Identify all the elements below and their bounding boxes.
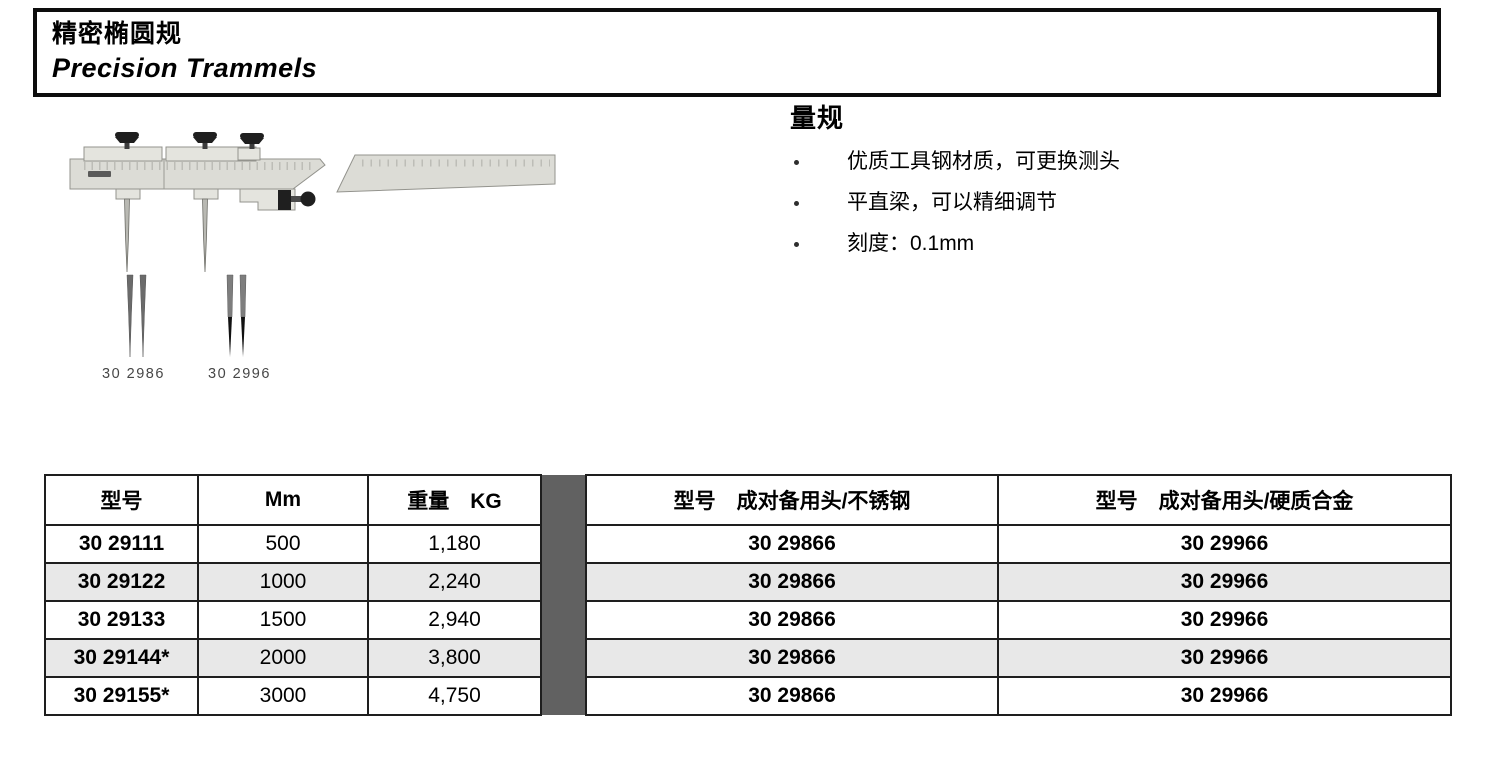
cell-spare-stainless: 30 29866: [585, 676, 999, 716]
cell-model: 30 29155*: [44, 676, 199, 716]
table-separator-column: [540, 525, 587, 563]
brand-logo-mark: [88, 171, 111, 177]
table-row: 30 29133 1500 2,940 30 29866 30 29966: [44, 600, 1452, 640]
cell-kg: 2,940: [367, 600, 542, 640]
cell-spare-carbide: 30 29966: [997, 562, 1452, 602]
list-item: 刻度：0.1mm: [790, 232, 1390, 256]
spare-tips-label-left: 30 2986: [102, 366, 165, 382]
cell-spare-carbide: 30 29966: [997, 600, 1452, 640]
page-title-zh: 精密椭圆规: [52, 20, 183, 48]
cell-spare-carbide: 30 29966: [997, 676, 1452, 716]
cell-mm: 500: [197, 524, 369, 564]
cell-model: 30 29111: [44, 524, 199, 564]
cell-spare-stainless: 30 29866: [585, 638, 999, 678]
header-weight: 重量 KG: [367, 474, 542, 526]
header-mm: Mm: [197, 474, 369, 526]
table-separator-column: [540, 639, 587, 677]
extension-beam: [336, 154, 556, 193]
table-separator-column: [540, 563, 587, 601]
cell-mm: 1000: [197, 562, 369, 602]
bullet-dot-icon: [794, 242, 799, 247]
spare-tips-steel: [126, 274, 147, 358]
table-row: 30 29122 1000 2,240 30 29866 30 29966: [44, 562, 1452, 602]
page-title-en: Precision Trammels: [52, 52, 318, 83]
feature-text: 优质工具钢材质，可更换测头: [847, 150, 1120, 173]
list-item: 优质工具钢材质，可更换测头: [790, 150, 1390, 174]
cell-spare-stainless: 30 29866: [585, 562, 999, 602]
table-row: 30 29144* 2000 3,800 30 29866 30 29966: [44, 638, 1452, 678]
trammel-product-image: 30 2986 30 2996: [69, 132, 556, 382]
cell-spare-carbide: 30 29966: [997, 524, 1452, 564]
list-item: 平直梁，可以精细调节: [790, 191, 1390, 215]
table-separator-column: [540, 475, 587, 525]
cell-spare-stainless: 30 29866: [585, 600, 999, 640]
feature-text: 刻度：0.1mm: [847, 232, 975, 255]
table-header-row: 型号 Mm 重量 KG 型号 成对备用头/不锈钢 型号 成对备用头/硬质合金: [44, 474, 1452, 526]
clamp-knob-icon: [115, 132, 139, 149]
cell-model: 30 29144*: [44, 638, 199, 678]
spare-tips-carbide: [226, 274, 247, 357]
cell-mm: 3000: [197, 676, 369, 716]
features-heading: 量规: [790, 103, 845, 133]
cell-model: 30 29122: [44, 562, 199, 602]
cell-model: 30 29133: [44, 600, 199, 640]
cell-mm: 1500: [197, 600, 369, 640]
table-row: 30 29111 500 1,180 30 29866 30 29966: [44, 524, 1452, 564]
cell-spare-stainless: 30 29866: [585, 524, 999, 564]
cell-kg: 1,180: [367, 524, 542, 564]
cell-kg: 2,240: [367, 562, 542, 602]
spec-table: 型号 Mm 重量 KG 型号 成对备用头/不锈钢 型号 成对备用头/硬质合金 3…: [44, 474, 1452, 716]
title-box: 精密椭圆规 Precision Trammels: [33, 8, 1441, 97]
spare-tips-label-right: 30 2996: [208, 366, 271, 382]
table-separator-column: [540, 677, 587, 715]
clamp-knob-icon: [193, 132, 217, 149]
bullet-dot-icon: [794, 201, 799, 206]
cell-mm: 2000: [197, 638, 369, 678]
header-model: 型号: [44, 474, 199, 526]
header-spare-stainless: 型号 成对备用头/不锈钢: [585, 474, 999, 526]
header-spare-carbide: 型号 成对备用头/硬质合金: [997, 474, 1452, 526]
clamp-knob-icon: [240, 133, 264, 149]
bullet-dot-icon: [794, 160, 799, 165]
feature-text: 平直梁，可以精细调节: [847, 191, 1057, 214]
cell-kg: 3,800: [367, 638, 542, 678]
cell-kg: 4,750: [367, 676, 542, 716]
table-row: 30 29155* 3000 4,750 30 29866 30 29966: [44, 676, 1452, 716]
feature-list: 量规 优质工具钢材质，可更换测头 平直梁，可以精细调节 刻度：0.1mm: [790, 98, 1390, 273]
cell-spare-carbide: 30 29966: [997, 638, 1452, 678]
table-separator-column: [540, 601, 587, 639]
